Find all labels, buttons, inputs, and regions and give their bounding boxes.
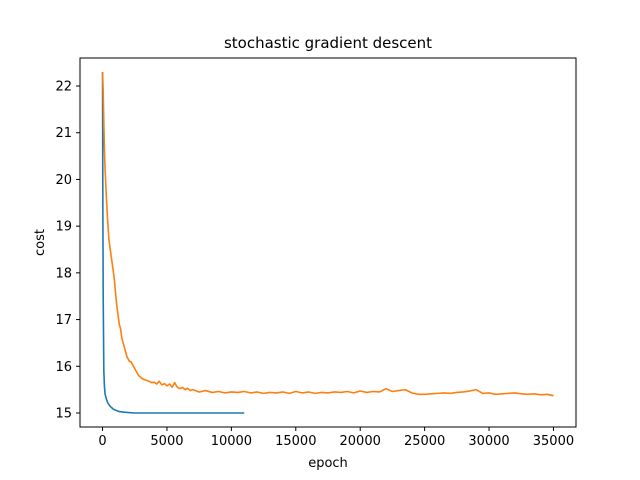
chart-title: stochastic gradient descent	[224, 34, 432, 52]
y-tick-label: 21	[55, 126, 72, 141]
y-tick-label: 17	[55, 313, 72, 328]
x-tick-label: 5000	[150, 434, 183, 449]
x-tick-label: 0	[98, 434, 106, 449]
y-tick-label: 15	[55, 406, 72, 421]
x-tick-label: 10000	[211, 434, 252, 449]
y-tick-label: 20	[55, 173, 72, 188]
x-tick-label: 20000	[340, 434, 381, 449]
y-tick-label: 19	[55, 220, 72, 235]
y-tick-label: 22	[55, 80, 72, 95]
series-line-2	[101, 71, 554, 397]
axes-frame	[79, 57, 577, 428]
plot-area	[79, 57, 577, 428]
x-tick-label: 15000	[275, 434, 316, 449]
y-tick-label: 16	[55, 360, 72, 375]
series-line-1	[101, 72, 245, 414]
y-axis-label: cost	[33, 229, 48, 256]
x-tick-label: 30000	[468, 434, 509, 449]
y-tick-label: 18	[55, 266, 72, 281]
x-tick-label: 25000	[404, 434, 445, 449]
x-tick-label: 35000	[533, 434, 574, 449]
x-axis-label: epoch	[308, 456, 348, 471]
